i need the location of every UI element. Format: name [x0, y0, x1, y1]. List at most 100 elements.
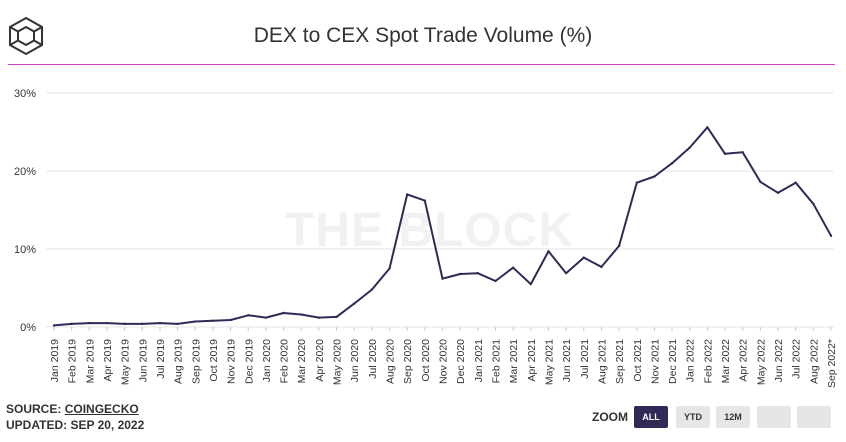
x-tick-label: Sep 2020 [402, 339, 414, 384]
x-tick-label: Apr 2020 [314, 339, 326, 382]
data-point [388, 267, 391, 270]
x-tick-label: Aug 2019 [173, 339, 185, 384]
data-point [741, 151, 744, 154]
data-point [317, 316, 321, 319]
x-tick-label: Jul 2020 [367, 339, 379, 379]
data-point [759, 180, 762, 184]
x-tick-label: May 2021 [543, 339, 555, 385]
x-tick-label: Nov 2019 [226, 339, 238, 384]
data-point [441, 277, 444, 280]
data-point [405, 193, 409, 196]
x-tick-label: Jan 2021 [473, 339, 485, 382]
x-tick-label: Feb 2022 [702, 339, 714, 384]
x-tick-label: Jul 2021 [579, 339, 591, 379]
x-tick-label: Jul 2022 [791, 339, 803, 379]
x-tick-label: Jul 2019 [155, 339, 167, 379]
x-tick-label: Apr 2022 [738, 339, 750, 382]
y-tick-label: 30% [14, 88, 36, 100]
data-point [194, 320, 197, 323]
data-point [247, 314, 250, 317]
data-point [723, 152, 727, 156]
x-tick-label: May 2020 [332, 339, 344, 385]
data-point [529, 282, 532, 286]
x-tick-label: Jan 2020 [261, 339, 273, 382]
x-tick-label: Mar 2020 [296, 339, 308, 384]
source-line: SOURCE: COINGECKO [6, 402, 139, 416]
title-divider [8, 64, 835, 65]
x-tick-label: Mar 2019 [84, 339, 96, 384]
x-tick-label: Mar 2021 [508, 339, 520, 384]
data-point [600, 265, 603, 269]
data-point [229, 318, 232, 322]
data-point [564, 271, 568, 275]
data-point [476, 271, 480, 275]
data-point [617, 244, 621, 248]
source-link[interactable]: COINGECKO [64, 402, 139, 416]
data-point [141, 322, 144, 326]
x-axis: Jan 2019 Feb 2019 Mar 2019 Apr 2019 May 2019… [49, 327, 838, 388]
data-point [494, 279, 497, 283]
y-tick-label: 20% [14, 166, 36, 178]
data-point [211, 319, 215, 322]
data-point [52, 324, 56, 327]
data-point [88, 321, 91, 325]
data-point [547, 250, 550, 253]
x-tick-label: Sep 2019 [190, 339, 202, 384]
data-point [582, 256, 585, 259]
zoom-button-5[interactable] [797, 406, 831, 428]
zoom-label: ZOOM [592, 410, 628, 424]
x-tick-label: Feb 2021 [490, 339, 502, 384]
data-point [423, 199, 427, 202]
data-point [282, 311, 285, 315]
line-chart: 0% 10% 20% 30% Jan 2019 Feb 2019 Mar 2019 Apr … [14, 88, 838, 388]
series-layer [52, 126, 833, 327]
x-tick-label: Oct 2019 [208, 339, 220, 382]
data-point [829, 234, 833, 237]
x-tick-label: Dec 2019 [243, 339, 255, 384]
x-tick-label: Apr 2019 [102, 339, 114, 382]
data-point [105, 321, 109, 325]
x-tick-label: Aug 2022 [808, 339, 820, 384]
x-tick-label: Feb 2019 [67, 339, 79, 384]
data-point [635, 181, 638, 184]
chart-title: DEX to CEX Spot Trade Volume (%) [253, 24, 593, 47]
x-tick-label: Mar 2022 [720, 339, 732, 384]
x-tick-label: Oct 2020 [420, 339, 432, 382]
the-block-cube-logo [9, 16, 43, 56]
data-point [264, 316, 268, 319]
x-tick-label: Nov 2020 [438, 339, 450, 384]
x-tick-label: Feb 2020 [279, 339, 291, 384]
x-tick-label: Jun 2022 [773, 339, 785, 382]
x-tick-label: Nov 2021 [649, 339, 661, 384]
updated-date: UPDATED: SEP 20, 2022 [6, 418, 145, 432]
zoom-button-4[interactable] [757, 406, 791, 428]
x-tick-label: Jan 2019 [49, 339, 61, 382]
x-tick-label: Aug 2021 [596, 339, 608, 384]
data-point [812, 202, 815, 205]
x-tick-label: Sep 2021 [614, 339, 626, 384]
zoom-ytd-button[interactable]: YTD [676, 406, 710, 428]
x-tick-label: May 2022 [755, 339, 767, 385]
x-tick-label: Jun 2021 [561, 339, 573, 382]
x-tick-label: Dec 2021 [667, 339, 679, 384]
zoom-all-button[interactable]: ALL [634, 406, 668, 428]
x-tick-label: Sep 2022* [826, 339, 838, 388]
source-label: SOURCE: [6, 402, 62, 416]
x-tick-label: Jun 2019 [137, 339, 149, 382]
zoom-12m-button[interactable]: 12M [716, 406, 750, 428]
x-tick-label: May 2019 [120, 339, 132, 385]
watermark: THE BLOCK [285, 204, 574, 257]
data-point [776, 191, 780, 195]
x-tick-label: Jan 2022 [685, 339, 697, 382]
data-point [670, 162, 674, 165]
data-point [706, 126, 709, 129]
x-tick-label: Jun 2020 [349, 339, 361, 382]
data-point [794, 181, 797, 184]
data-point [458, 272, 462, 276]
data-point [370, 288, 374, 291]
data-point [353, 302, 356, 305]
data-point [688, 146, 691, 149]
data-point [158, 321, 162, 325]
y-tick-label: 0% [20, 322, 36, 334]
data-point [300, 313, 303, 316]
